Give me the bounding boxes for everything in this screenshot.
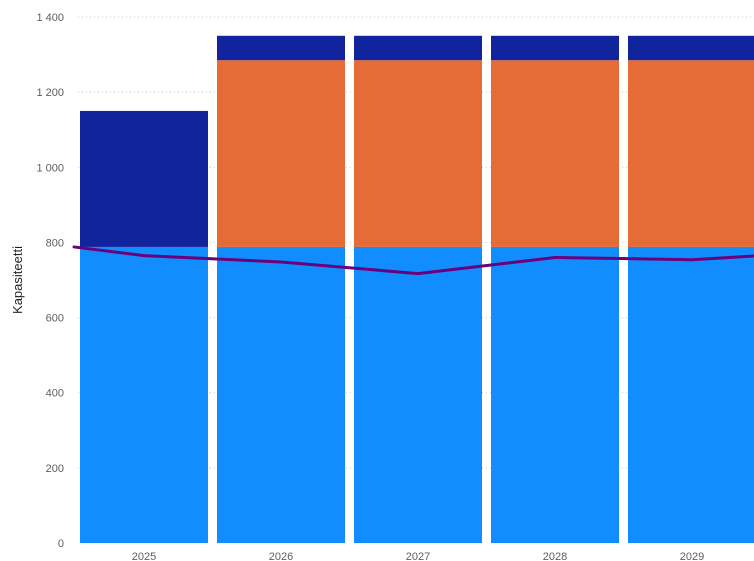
- line-series-path: [72, 245, 754, 276]
- bar-segment-2027-s1: [354, 246, 482, 544]
- bar-segment-2029-s2: [628, 60, 754, 247]
- y-tick-label: 0: [58, 538, 64, 550]
- x-tick-label: 2028: [543, 551, 567, 561]
- x-tick-label: 2029: [680, 551, 704, 561]
- y-tick-label: 400: [46, 388, 64, 400]
- bar-segment-2026-s2: [217, 60, 345, 247]
- x-tick-label: 2026: [269, 551, 293, 561]
- bar-segment-2025-s1: [80, 246, 208, 544]
- y-axis-ticks: 0 200 400 600 800 1 000 1 200 1 400: [36, 12, 64, 550]
- line-series: [72, 245, 754, 276]
- x-tick-label: 2025: [132, 551, 156, 561]
- bar-segment-2028-s3: [491, 35, 619, 61]
- y-tick-label: 800: [46, 237, 64, 249]
- y-tick-label: 1 200: [36, 87, 64, 99]
- y-tick-label: 1 000: [36, 162, 64, 174]
- bar-segment-2027-s3: [354, 35, 482, 61]
- y-axis-title: Kapasiteetti: [10, 246, 25, 314]
- bar-segment-2027-s2: [354, 60, 482, 247]
- y-tick-label: 200: [46, 463, 64, 475]
- bar-segment-2025-s3: [80, 110, 208, 247]
- x-tick-label: 2027: [406, 551, 430, 561]
- bar-segment-2029-s3: [628, 35, 754, 61]
- bar-segment-2028-s1: [491, 246, 619, 544]
- y-tick-label: 1 400: [36, 12, 64, 24]
- y-tick-label: 600: [46, 313, 64, 325]
- bar-segment-2029-s1: [628, 246, 754, 544]
- x-axis-ticks: 2025 2026 2027 2028 2029: [132, 551, 704, 561]
- bar-segment-2026-s1: [217, 246, 345, 544]
- bar-segment-2028-s2: [491, 60, 619, 247]
- bars: [80, 35, 754, 544]
- bar-segment-2026-s3: [217, 35, 345, 61]
